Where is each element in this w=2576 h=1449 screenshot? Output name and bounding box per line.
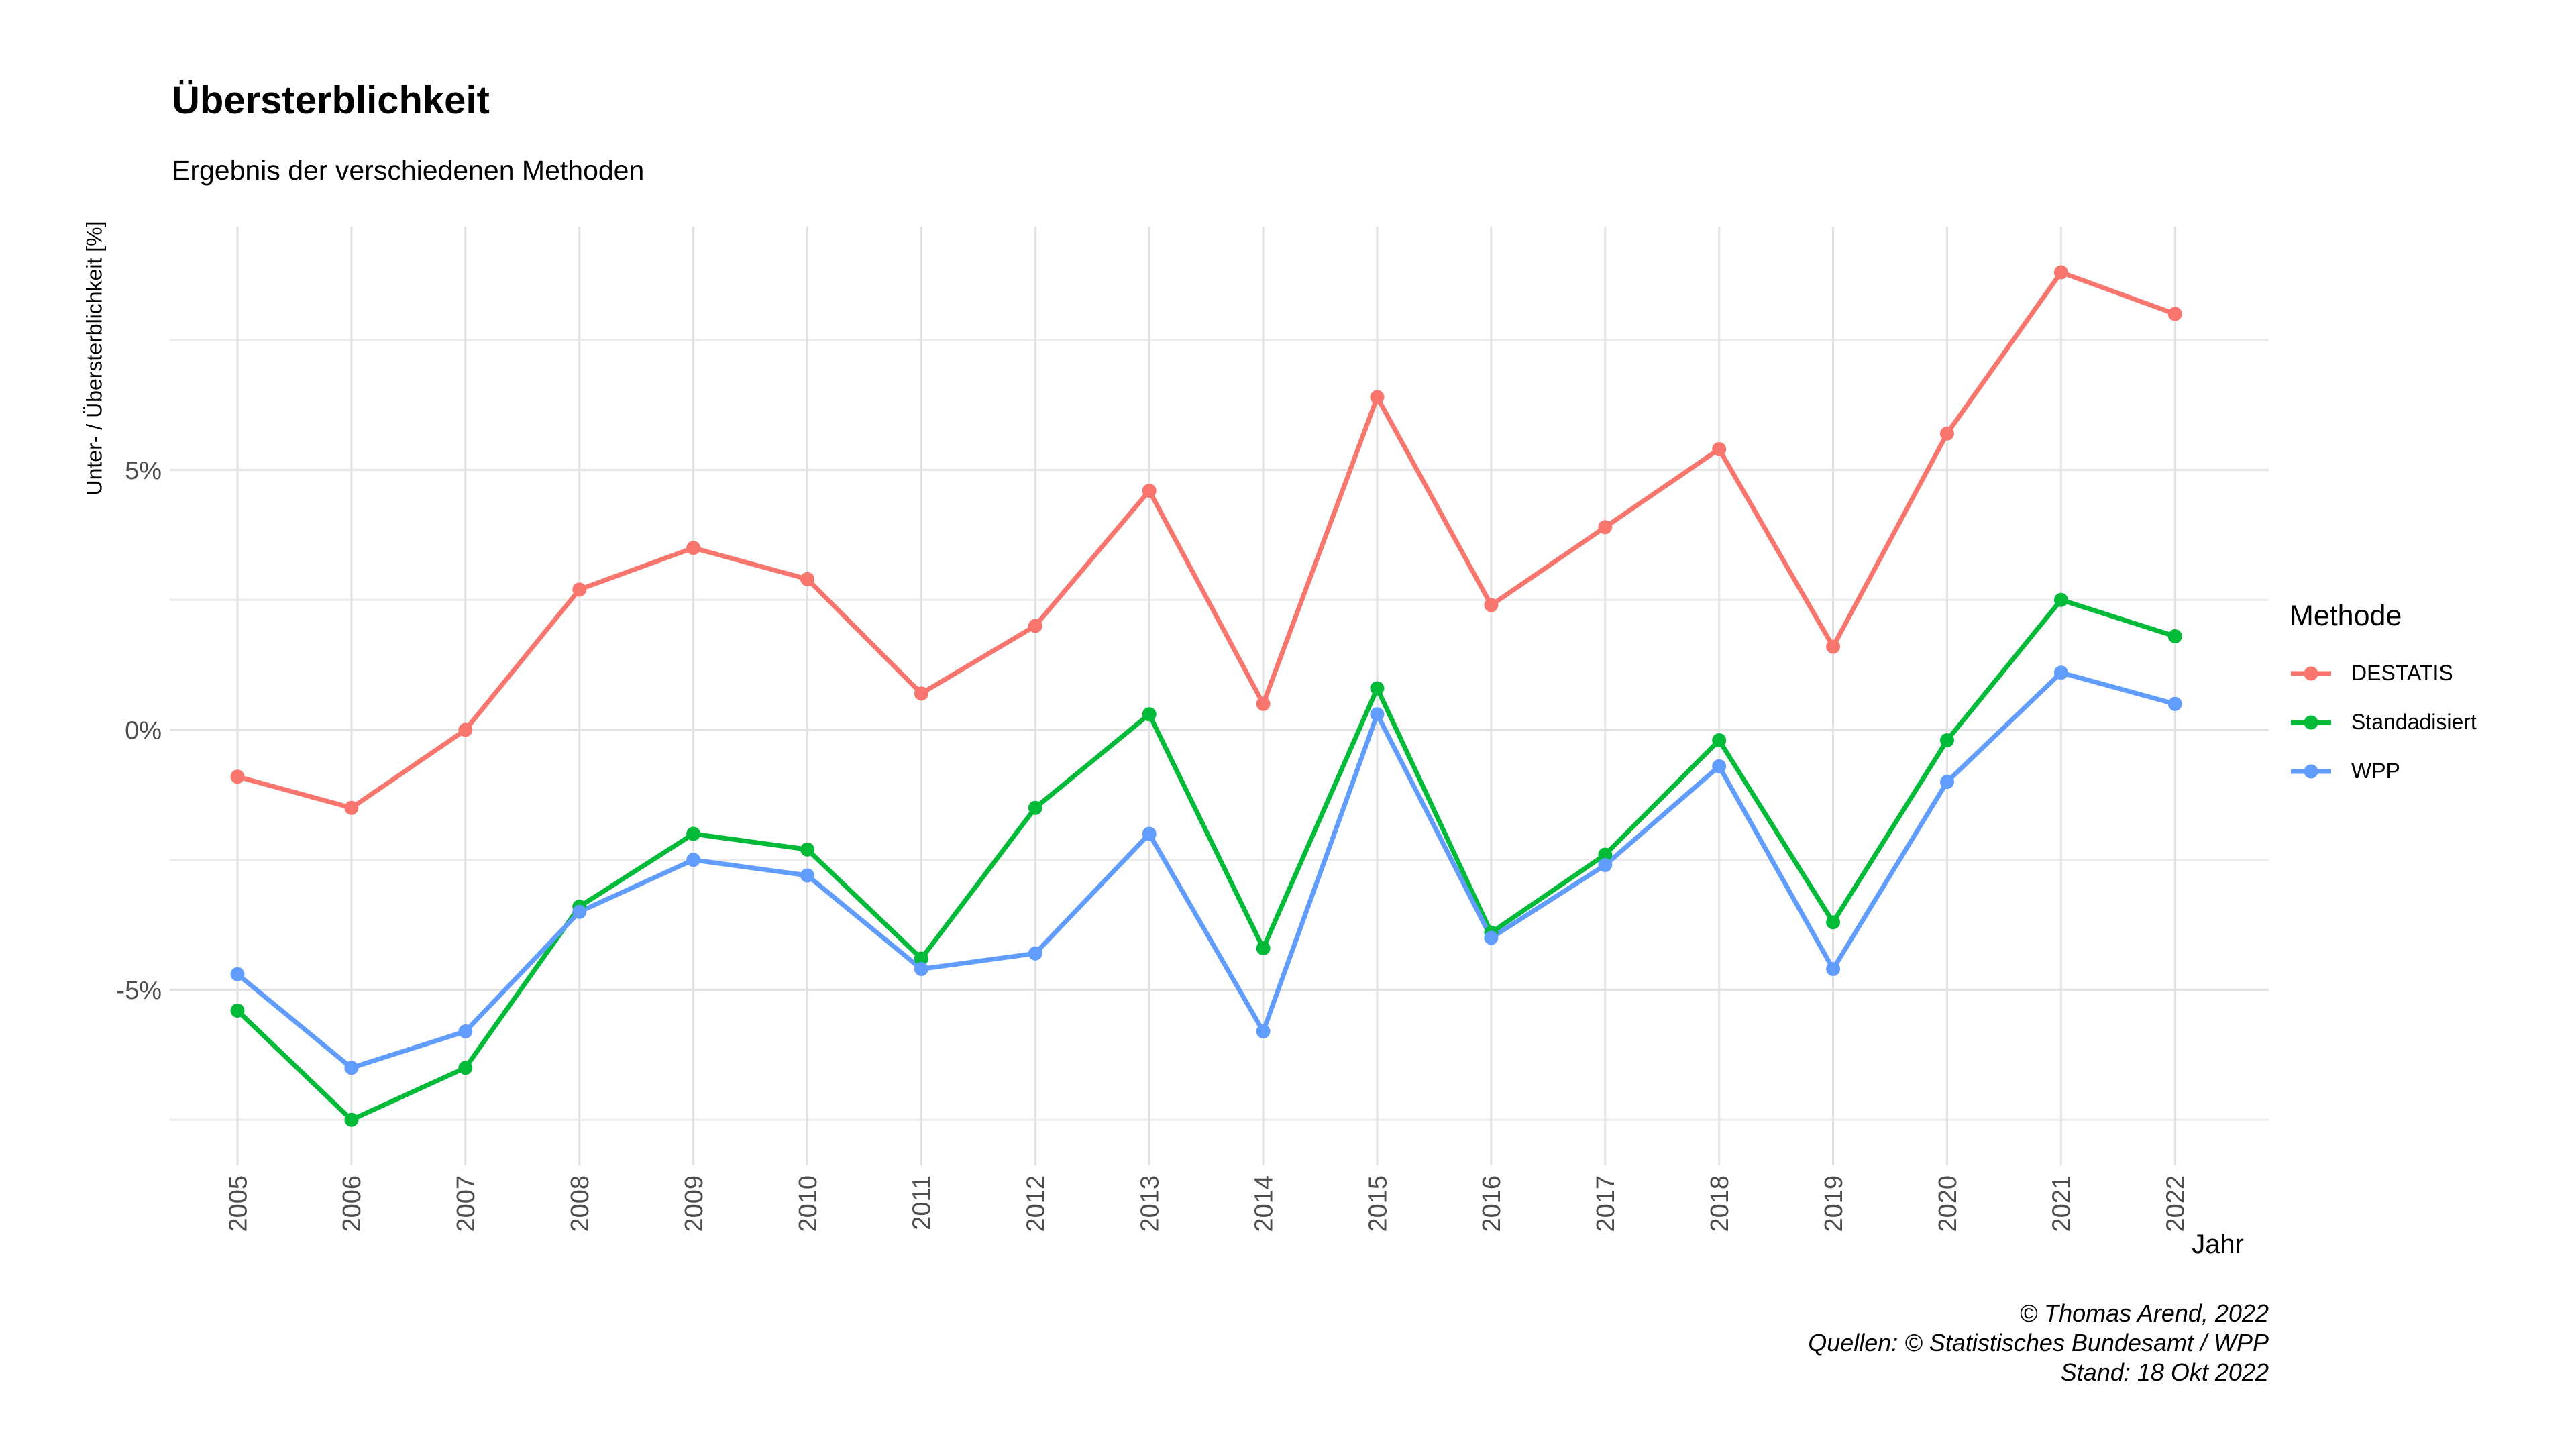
legend-item-destatis: DESTATIS — [2290, 649, 2477, 698]
point-Standadisiert-2022 — [2167, 629, 2182, 643]
point-WPP-2016 — [1484, 930, 1499, 945]
caption-line-date: Stand: 18 Okt 2022 — [2060, 1358, 2269, 1386]
point-Standadisiert-2012 — [1028, 800, 1042, 815]
legend-item-standadisiert: Standadisiert — [2290, 698, 2477, 747]
point-Standadisiert-2006 — [344, 1112, 359, 1127]
x-tick-label-2013: 2013 — [1136, 1175, 1165, 1232]
point-Standadisiert-2014 — [1256, 941, 1271, 955]
caption-line-author: © Thomas Arend, 2022 — [2019, 1299, 2269, 1327]
point-DESTATIS-2017 — [1598, 520, 1613, 535]
point-Standadisiert-2009 — [686, 826, 701, 841]
point-DESTATIS-2013 — [1142, 484, 1157, 498]
point-WPP-2008 — [572, 904, 587, 919]
legend: Methode DESTATIS Standadisiert WPP — [2290, 600, 2477, 796]
point-Standadisiert-2015 — [1370, 681, 1385, 696]
x-tick-label-2014: 2014 — [1250, 1175, 1278, 1232]
x-tick-label-2009: 2009 — [680, 1175, 708, 1232]
point-WPP-2018 — [1712, 759, 1727, 773]
x-tick-label-2015: 2015 — [1364, 1175, 1392, 1232]
point-Standadisiert-2013 — [1142, 707, 1157, 722]
x-tick-label-2018: 2018 — [1706, 1175, 1734, 1232]
x-axis-title: Jahr — [2192, 1230, 2244, 1259]
point-Standadisiert-2005 — [230, 1004, 245, 1018]
x-tick-label-2017: 2017 — [1592, 1175, 1620, 1232]
caption-line-sources: Quellen: © Statistisches Bundesamt / WPP — [1808, 1329, 2269, 1356]
point-Standadisiert-2010 — [800, 842, 814, 857]
x-tick-label-2012: 2012 — [1022, 1175, 1051, 1232]
point-Standadisiert-2020 — [1940, 733, 1954, 747]
x-tick-label-2010: 2010 — [794, 1175, 822, 1232]
point-WPP-2009 — [686, 853, 701, 867]
y-tick-label-0%: 0% — [125, 716, 162, 745]
point-WPP-2005 — [230, 967, 245, 981]
x-tick-label-2022: 2022 — [2162, 1175, 2190, 1232]
x-tick-label-2021: 2021 — [2048, 1175, 2076, 1232]
x-tick-label-2020: 2020 — [1934, 1175, 1962, 1232]
point-DESTATIS-2014 — [1256, 696, 1271, 711]
legend-label: WPP — [2351, 759, 2400, 783]
legend-item-wpp: WPP — [2290, 747, 2477, 796]
x-tick-label-2016: 2016 — [1478, 1175, 1506, 1232]
point-WPP-2007 — [458, 1024, 473, 1038]
point-DESTATIS-2008 — [572, 582, 587, 597]
chart-subtitle: Ergebnis der verschiedenen Methoden — [172, 155, 645, 186]
point-DESTATIS-2012 — [1028, 619, 1042, 633]
point-WPP-2017 — [1598, 858, 1613, 872]
point-WPP-2012 — [1028, 946, 1042, 961]
series-line-DESTATIS — [235, 270, 2178, 810]
point-DESTATIS-2007 — [458, 722, 473, 737]
point-WPP-2022 — [2167, 696, 2182, 711]
legend-key-line-dot-icon — [2291, 666, 2331, 680]
series-line-WPP — [235, 670, 2178, 1071]
y-tick-label-5%: 5% — [125, 457, 162, 485]
point-Standadisiert-2017 — [1598, 847, 1613, 862]
point-DESTATIS-2005 — [230, 769, 245, 784]
point-DESTATIS-2009 — [686, 541, 701, 555]
x-tick-label-2005: 2005 — [224, 1175, 252, 1232]
point-Standadisiert-2011 — [914, 951, 928, 966]
chart-title: Übersterblichkeit — [172, 78, 490, 122]
point-WPP-2013 — [1142, 826, 1157, 841]
point-WPP-2010 — [800, 868, 814, 883]
legend-key-line-dot-icon — [2291, 715, 2331, 729]
point-DESTATIS-2019 — [1826, 639, 1841, 654]
x-tick-label-2011: 2011 — [908, 1175, 936, 1230]
point-WPP-2014 — [1256, 1024, 1271, 1038]
legend-key-line-dot-icon — [2291, 764, 2331, 778]
point-DESTATIS-2016 — [1484, 598, 1499, 612]
point-DESTATIS-2011 — [914, 686, 928, 701]
point-WPP-2006 — [344, 1061, 359, 1075]
y-axis-title: Unter- / Übersterblichkeit [%] — [82, 221, 107, 496]
point-WPP-2020 — [1940, 775, 1954, 789]
point-Standadisiert-2018 — [1712, 733, 1727, 747]
point-DESTATIS-2022 — [2167, 307, 2182, 321]
x-tick-label-2008: 2008 — [566, 1175, 594, 1232]
point-Standadisiert-2019 — [1826, 915, 1841, 930]
point-WPP-2011 — [914, 962, 928, 976]
point-DESTATIS-2015 — [1370, 390, 1385, 405]
point-DESTATIS-2018 — [1712, 442, 1727, 456]
legend-label: DESTATIS — [2351, 661, 2453, 685]
point-Standadisiert-2021 — [2053, 592, 2068, 607]
x-tick-label-2007: 2007 — [452, 1175, 480, 1232]
point-WPP-2021 — [2053, 665, 2068, 680]
point-WPP-2019 — [1826, 962, 1841, 976]
source-caption: © Thomas Arend, 2022 Quellen: © Statisti… — [1598, 1299, 2269, 1387]
point-DESTATIS-2006 — [344, 800, 359, 815]
point-DESTATIS-2020 — [1940, 426, 1954, 441]
legend-title: Methode — [2290, 600, 2402, 632]
point-DESTATIS-2010 — [800, 572, 814, 586]
point-Standadisiert-2007 — [458, 1061, 473, 1075]
x-tick-label-2019: 2019 — [1820, 1175, 1848, 1232]
y-tick-label--5%: -5% — [116, 977, 162, 1005]
point-WPP-2015 — [1370, 707, 1385, 722]
x-tick-label-2006: 2006 — [338, 1175, 366, 1232]
legend-label: Standadisiert — [2351, 710, 2477, 734]
point-DESTATIS-2021 — [2053, 265, 2068, 280]
